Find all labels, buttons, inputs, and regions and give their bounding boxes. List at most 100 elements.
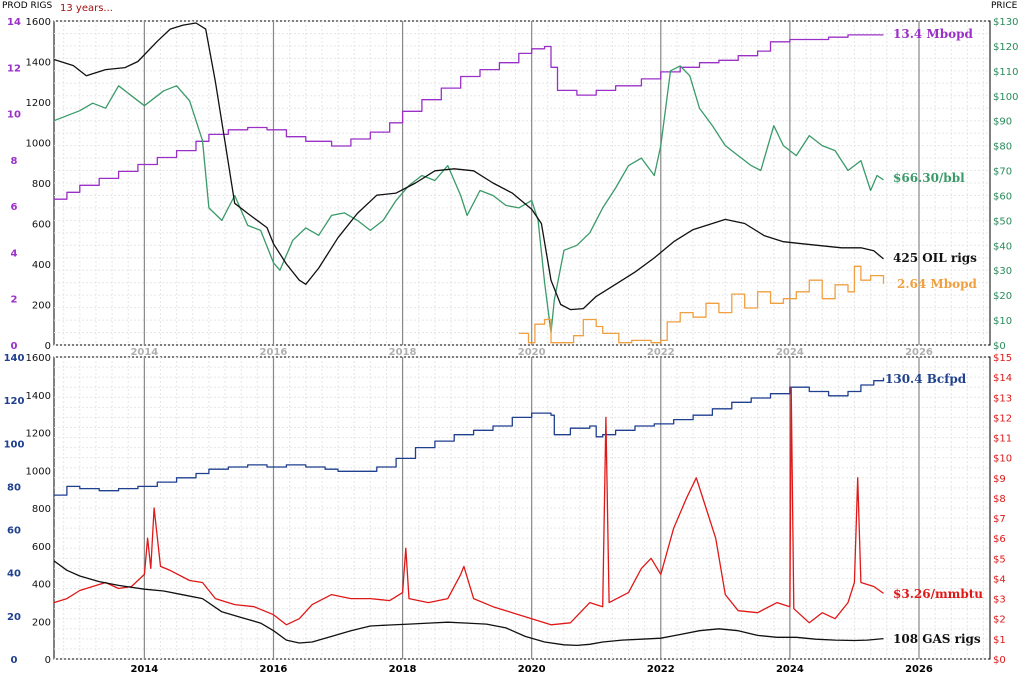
x-tick-label: 2026 [905,664,933,675]
new-prod-end-label: 2.64 Mbopd [897,277,977,291]
right-tick-label: $30 [993,266,1012,277]
gas-rigs-end-label: 108 GAS rigs [893,632,981,646]
left-inner-tick-label: 1200 [26,429,51,440]
left-inner-tick-label: 200 [32,617,51,628]
left-outer-tick-label: 20 [7,612,21,623]
left-outer-tick-label: 4 [11,248,18,259]
right-tick-label: $14 [993,373,1012,384]
oil-price-end-label: $66.30/bbl [893,171,965,185]
left-inner-tick-label: 1000 [26,466,51,477]
x-tick-label: 2018 [389,347,417,358]
oil-rigs-line [53,22,884,311]
right-tick-label: $60 [993,191,1012,202]
gas-price-end-label: $3.26/mmbtu [893,587,983,601]
left-inner-tick-label: 1600 [26,353,51,364]
right-tick-label: $120 [993,42,1018,53]
x-tick-label: 2026 [905,347,933,358]
left-inner-tick-label: 0 [45,655,51,666]
right-tick-label: $5 [993,554,1006,565]
gas-panel-labels: 130.4 Bcfpd $3.26/mmbtu 108 GAS rigs [885,372,983,646]
left-outer-tick-label: 12 [7,63,21,74]
gas-panel-axes: 2014 2016 2018 2020 2022 2024 2026 0 20 40 60 80 100… [4,353,1013,675]
oil-panel-labels: 13.4 Mbopd $66.30/bbl 425 OIL rigs 2.64 … [893,27,977,291]
gas-prod-end-label: 130.4 Bcfpd [885,372,967,386]
x-tick-label: 2014 [130,664,158,675]
x-tick-label: 2022 [647,347,675,358]
new-prod-line [518,265,885,344]
x-tick-label: 2016 [260,664,288,675]
left-inner-tick-label: 800 [32,504,51,515]
left-inner-tick-label: 1200 [26,98,51,109]
left-inner-tick-label: 1000 [26,139,51,150]
header-left-label: PROD RIGS [2,1,52,11]
oil-panel-axes: 2014 2016 2018 2020 2022 2024 2026024681012140… [7,17,1018,358]
right-tick-label: $11 [993,434,1012,445]
gas-panel-grid [54,356,990,660]
left-outer-tick-label: 0 [11,655,18,666]
gas-price-line [53,386,884,626]
left-inner-tick-label: 600 [32,542,51,553]
oil-prod-end-label: 13.4 Mbopd [893,27,973,41]
header-subtitle: 13 years... [60,3,113,14]
x-tick-label: 2016 [260,347,288,358]
right-tick-label: $10 [993,316,1012,327]
gas-rigs-line [53,560,884,647]
oil-panel-grid [54,20,990,346]
right-tick-label: $7 [993,514,1006,525]
right-tick-label: $130 [993,17,1018,28]
left-inner-tick-label: 800 [32,179,51,190]
right-tick-label: $0 [993,655,1006,666]
left-inner-tick-label: 1400 [26,58,51,69]
left-inner-tick-label: 400 [32,260,51,271]
gas-panel-series [53,377,885,647]
left-outer-tick-label: 2 [11,295,18,306]
right-tick-label: $6 [993,534,1006,545]
right-tick-label: $0 [993,341,1006,352]
right-tick-label: $4 [993,574,1006,585]
right-tick-label: $80 [993,142,1012,153]
right-tick-label: $2 [993,615,1006,626]
right-tick-label: $90 [993,117,1012,128]
x-tick-label: 2020 [518,664,546,675]
oil-panel-series [53,22,885,344]
x-tick-label: 2024 [776,664,804,675]
left-inner-tick-label: 200 [32,301,51,312]
left-outer-tick-label: 8 [11,156,18,167]
x-tick-label: 2014 [130,347,158,358]
left-outer-tick-label: 14 [7,17,21,28]
gas-panel: 2014 2016 2018 2020 2022 2024 2026 0 20 40 60 80 100… [4,353,1013,675]
right-tick-label: $8 [993,494,1006,505]
left-inner-tick-label: 400 [32,580,51,591]
right-tick-label: $15 [993,353,1012,364]
left-inner-tick-label: 1400 [26,391,51,402]
right-tick-label: $50 [993,216,1012,227]
left-outer-tick-label: 6 [11,202,18,213]
right-tick-label: $40 [993,241,1012,252]
oil-price-line [53,65,884,334]
left-outer-tick-label: 40 [7,569,21,580]
left-outer-tick-label: 0 [11,341,18,352]
left-outer-tick-label: 60 [7,526,21,537]
right-tick-label: $1 [993,635,1006,646]
right-tick-label: $9 [993,474,1006,485]
x-tick-label: 2022 [647,664,675,675]
left-outer-tick-label: 120 [4,396,25,407]
left-inner-tick-label: 0 [45,341,51,352]
gas-prod-line [54,377,885,496]
header-right-label: PRICE [991,1,1018,11]
right-tick-label: $20 [993,291,1012,302]
left-outer-tick-label: 100 [4,439,25,450]
right-tick-label: $12 [993,413,1012,424]
right-tick-label: $100 [993,92,1018,103]
right-tick-label: $70 [993,167,1012,178]
right-tick-label: $10 [993,454,1012,465]
right-tick-label: $13 [993,393,1012,404]
oil-rigs-end-label: 425 OIL rigs [893,251,977,265]
left-outer-tick-label: 10 [7,110,21,121]
right-tick-label: $110 [993,67,1018,78]
x-tick-label: 2024 [776,347,804,358]
oil-prod-line [54,34,884,200]
